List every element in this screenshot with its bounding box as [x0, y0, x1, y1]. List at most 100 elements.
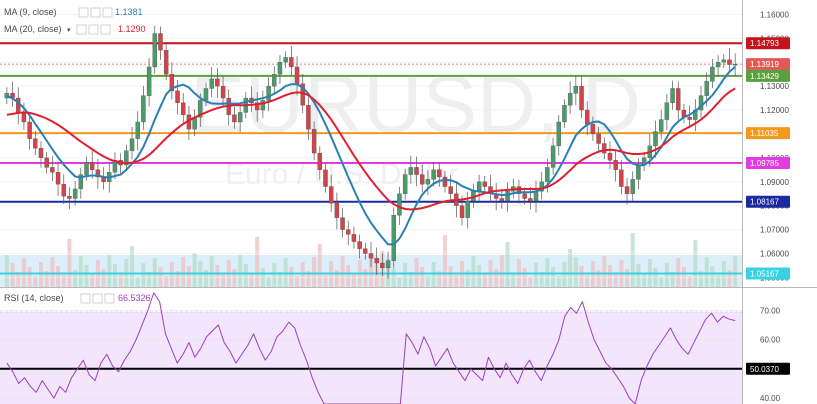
rsi-line — [6, 292, 736, 404]
candle-body — [289, 57, 294, 68]
volume-bar — [169, 262, 174, 287]
candle-body — [89, 162, 95, 170]
volume-bar — [50, 257, 55, 287]
candle-body — [528, 198, 533, 202]
settings-icon[interactable] — [92, 293, 103, 304]
volume-bar — [573, 257, 578, 287]
candle-body — [698, 95, 704, 111]
volume-bar — [505, 242, 510, 287]
legend-ma9[interactable]: MA (9, close) 1.1381 — [4, 7, 143, 18]
candle-body — [414, 167, 419, 175]
settings-icon[interactable] — [90, 7, 101, 18]
candle-body — [545, 167, 550, 182]
candle-body — [311, 128, 317, 154]
candle-body — [50, 167, 55, 173]
volume-bar — [67, 239, 72, 287]
close-icon[interactable] — [104, 293, 115, 304]
price-tags: 1.14793 1.13919 1.13429 1.11035 1.09785 1.081… — [746, 37, 790, 375]
volume-bar — [693, 240, 698, 287]
candle-body — [664, 102, 670, 120]
candle-body — [72, 188, 78, 199]
candle-body — [539, 181, 544, 192]
volume-bar — [300, 262, 305, 287]
candle-body — [237, 112, 243, 123]
settings-icon[interactable] — [88, 24, 99, 35]
candle-body — [585, 109, 590, 125]
price-level-label: 1.08167 — [750, 198, 779, 207]
volume-bar — [204, 270, 208, 287]
candle-body — [550, 145, 556, 168]
volume-bar — [403, 263, 408, 287]
candle-body — [658, 119, 664, 132]
candle-body — [516, 186, 522, 194]
volume-bar — [90, 274, 95, 287]
volume-bar — [181, 257, 186, 287]
candle-body — [135, 121, 140, 139]
volume-bar — [73, 270, 78, 287]
close-icon[interactable] — [102, 7, 113, 18]
candle-body — [220, 85, 226, 99]
price-level-label: 1.09785 — [750, 159, 779, 168]
legend-dropdown-icon[interactable]: ▾ — [67, 27, 71, 34]
candle-body — [402, 174, 408, 194]
volume-bar — [625, 269, 630, 287]
candle-body — [624, 186, 630, 194]
candle-body — [33, 138, 38, 149]
price-level-label: 1.13919 — [750, 60, 779, 69]
volume-bar — [437, 271, 442, 287]
volume-bar — [482, 274, 487, 287]
volume-bar — [699, 271, 704, 287]
candle-body — [215, 78, 220, 87]
volume-bar — [431, 262, 436, 287]
candle-body — [340, 217, 345, 230]
volume-bar — [499, 255, 504, 287]
volume-bar — [158, 267, 163, 287]
price-level-label: 1.05167 — [750, 269, 779, 278]
legend-ma9-value: 1.1381 — [115, 7, 143, 17]
candle-body — [21, 112, 27, 123]
candle-body — [351, 234, 357, 242]
candle-body — [391, 215, 396, 261]
visibility-toggle-icon[interactable] — [76, 24, 87, 35]
price-level-tag — [746, 37, 790, 50]
legend-rsi-value: 66.5326 — [118, 293, 151, 303]
candle-body — [442, 176, 448, 187]
volume-bar — [636, 264, 641, 287]
volume-bar — [255, 237, 260, 287]
candle-body — [175, 90, 180, 103]
price-tick-label: 1.07000 — [760, 226, 789, 235]
volume-bar — [141, 263, 146, 287]
visibility-toggle-icon[interactable] — [78, 7, 89, 18]
volume-bar — [107, 255, 112, 287]
volume-bar — [44, 271, 49, 287]
volume-bar — [363, 269, 368, 287]
candle-body — [408, 167, 414, 175]
candle-body — [198, 100, 203, 118]
rsi-band — [0, 312, 742, 404]
volume-bar — [408, 272, 413, 287]
candle-body — [579, 85, 584, 111]
volume-bar — [306, 271, 311, 287]
candle-body — [431, 169, 436, 180]
visibility-toggle-icon[interactable] — [80, 293, 91, 304]
legend-ma20[interactable]: MA (20, close) ▾ 1.1290 — [4, 24, 146, 35]
candle-body — [260, 100, 266, 111]
candle-body — [670, 88, 675, 103]
close-icon[interactable] — [100, 24, 111, 35]
candle-body — [163, 50, 169, 75]
volume-bar — [687, 276, 692, 287]
price-level-tag — [746, 58, 790, 71]
price-tick-label: 1.13000 — [760, 82, 789, 91]
candle-body — [146, 66, 152, 96]
volume-bar — [511, 273, 516, 287]
price-level-label: 1.11035 — [750, 129, 779, 138]
candle-body — [676, 88, 681, 111]
volume-bar — [56, 266, 61, 287]
rsi-pane — [0, 292, 742, 404]
volume-bar — [340, 256, 345, 287]
legend-rsi[interactable]: RSI (14, close) 66.5326 — [4, 293, 151, 304]
volume-bar — [397, 277, 402, 287]
volume-bar — [733, 256, 738, 287]
price-tick-label: 1.09000 — [760, 178, 789, 187]
rsi-tick-label: 40.00 — [760, 394, 781, 403]
